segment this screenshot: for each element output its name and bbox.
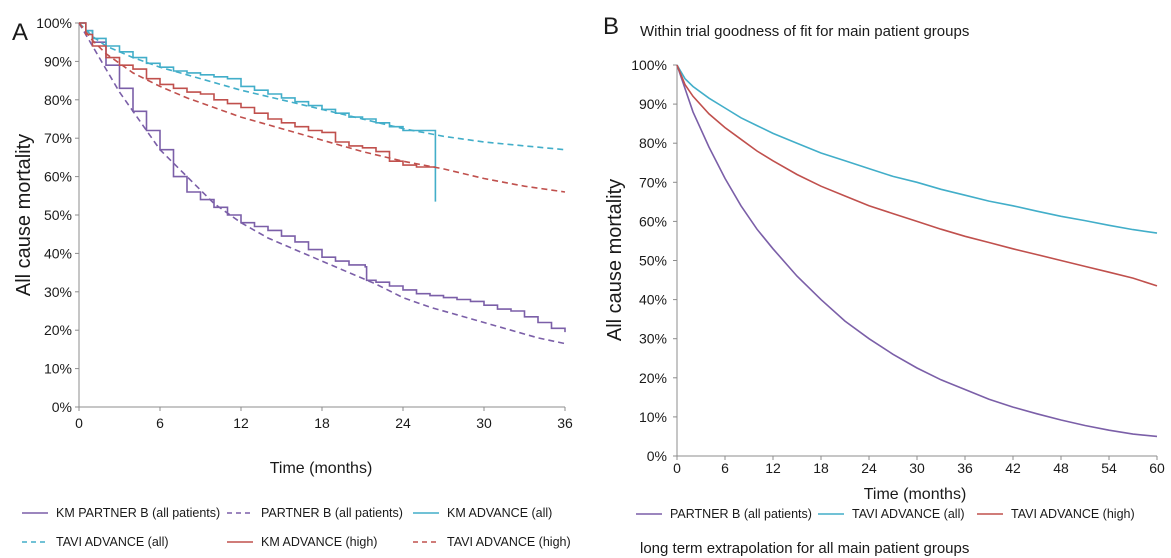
x-tick-label: 18 [813, 460, 829, 476]
y-tick-label: 40% [44, 245, 72, 261]
panel-a-legend: KM PARTNER B (all patients) PARTNER B (al… [22, 506, 571, 549]
legend-label: PARTNER B (all patients) [261, 506, 403, 520]
legend-label: KM ADVANCE (high) [261, 535, 377, 549]
y-tick-label: 30% [639, 331, 667, 347]
series-line-km-partner-b-all-patients [79, 22, 566, 333]
legend-label: TAVI ADVANCE (high) [447, 535, 571, 549]
y-tick-label: 20% [44, 322, 72, 338]
legend-label: TAVI ADVANCE (all) [56, 535, 169, 549]
y-tick-label: 80% [639, 135, 667, 151]
panel-a-series [78, 22, 566, 345]
panel-a-letter: A [12, 19, 28, 46]
x-tick-label: 24 [395, 415, 411, 431]
series-line-tavi-advance-all [676, 64, 1158, 234]
y-tick-label: 60% [44, 169, 72, 185]
series-line-tavi-advance-all [78, 22, 566, 151]
panel-a: A All cause mortality Time (months) 0% 10… [12, 15, 573, 549]
series-line-tavi-advance-high [78, 22, 566, 193]
legend-label: TAVI ADVANCE (high) [1011, 507, 1135, 521]
x-tick-label: 54 [1101, 460, 1117, 476]
panel-b-legend: PARTNER B (all patients) TAVI ADVANCE (al… [636, 507, 1135, 521]
y-tick-label: 60% [639, 213, 667, 229]
y-tick-label: 20% [639, 370, 667, 386]
series-line-tavi-advance-high [676, 64, 1158, 287]
panel-a-y-axis-label: All cause mortality [13, 134, 35, 296]
panel-b: B Within trial goodness of fit for main … [603, 13, 1165, 557]
y-tick-label: 70% [44, 130, 72, 146]
series-line-partner-b-all-patients [676, 64, 1158, 438]
y-tick-label: 50% [639, 253, 667, 269]
panel-b-series [676, 64, 1158, 438]
y-tick-label: 10% [639, 409, 667, 425]
x-tick-label: 36 [957, 460, 973, 476]
panel-a-x-axis-label: Time (months) [270, 460, 373, 477]
y-tick-label: 100% [631, 57, 667, 73]
legend-item: PARTNER B (all patients) [636, 507, 812, 521]
y-tick-label: 40% [639, 292, 667, 308]
panel-b-x-axis-label: Time (months) [864, 486, 967, 503]
x-tick-label: 0 [75, 415, 83, 431]
panel-a-axes: 0% 10% 20% 30% 40% 50% 60% 70% 80% 90% 100% 0 6 12 18 2… [36, 15, 573, 431]
legend-item: TAVI ADVANCE (high) [413, 535, 571, 549]
legend-label: KM PARTNER B (all patients) [56, 506, 220, 520]
legend-item: PARTNER B (all patients) [227, 506, 403, 520]
y-tick-label: 0% [52, 399, 72, 415]
panel-b-letter: B [603, 13, 619, 40]
y-tick-label: 30% [44, 284, 72, 300]
legend-item: TAVI ADVANCE (all) [818, 507, 965, 521]
y-tick-label: 10% [44, 361, 72, 377]
x-tick-label: 6 [156, 415, 164, 431]
x-tick-label: 6 [721, 460, 729, 476]
panel-b-subtitle: Within trial goodness of fit for main pa… [640, 23, 969, 40]
panel-b-axes: 0% 10% 20% 30% 40% 50% 60% 70% 80% 90% 100% 0 6 12 18 2… [631, 57, 1165, 476]
y-tick-label: 90% [639, 96, 667, 112]
y-tick-label: 90% [44, 53, 72, 69]
x-tick-label: 36 [557, 415, 573, 431]
x-tick-label: 24 [861, 460, 877, 476]
x-tick-label: 30 [476, 415, 492, 431]
legend-item: KM ADVANCE (high) [227, 535, 377, 549]
legend-label: KM ADVANCE (all) [447, 506, 552, 520]
x-tick-label: 18 [314, 415, 330, 431]
panel-b-footer-caption: long term extrapolation for all main pat… [640, 540, 969, 557]
y-tick-label: 50% [44, 207, 72, 223]
x-tick-label: 60 [1149, 460, 1165, 476]
legend-item: KM PARTNER B (all patients) [22, 506, 220, 520]
legend-item: KM ADVANCE (all) [413, 506, 552, 520]
series-line-km-advance-all [79, 22, 437, 202]
y-tick-label: 0% [647, 448, 667, 464]
legend-label: TAVI ADVANCE (all) [852, 507, 965, 521]
y-tick-label: 100% [36, 15, 72, 31]
y-tick-label: 70% [639, 174, 667, 190]
x-tick-label: 42 [1005, 460, 1021, 476]
legend-item: TAVI ADVANCE (high) [977, 507, 1135, 521]
x-tick-label: 48 [1053, 460, 1069, 476]
series-line-partner-b-all-patients [78, 22, 566, 345]
panel-b-y-axis-label: All cause mortality [604, 179, 626, 341]
legend-label: PARTNER B (all patients) [670, 507, 812, 521]
series-line-km-advance-high [79, 22, 436, 168]
x-tick-label: 0 [673, 460, 681, 476]
y-tick-label: 80% [44, 92, 72, 108]
x-tick-label: 12 [765, 460, 781, 476]
x-tick-label: 12 [233, 415, 249, 431]
x-tick-label: 30 [909, 460, 925, 476]
legend-item: TAVI ADVANCE (all) [22, 535, 169, 549]
